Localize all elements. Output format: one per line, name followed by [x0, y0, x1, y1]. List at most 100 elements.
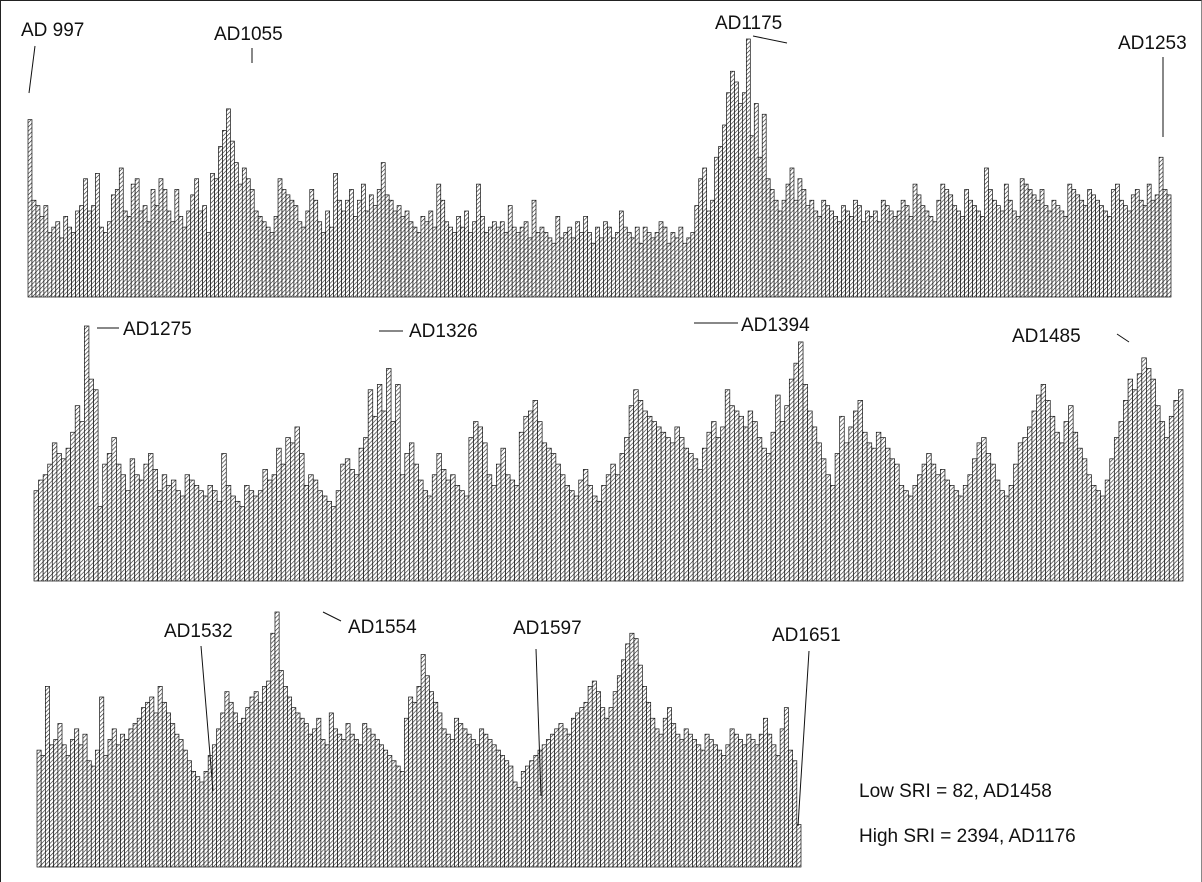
bar-top-48: [218, 146, 223, 298]
bar-top-235: [960, 216, 965, 298]
bar-middle-206: [976, 442, 982, 582]
bar-top-221: [904, 205, 910, 298]
bar-top-111: [468, 232, 473, 298]
bar-middle-229: [1081, 458, 1088, 582]
bar-top-242: [988, 189, 993, 298]
annotation-997: AD 997: [21, 20, 84, 41]
bar-bottom-105: [475, 744, 480, 868]
bar-middle-188: [894, 463, 900, 582]
bar-top-229: [936, 199, 942, 298]
bar-top-243: [992, 199, 997, 298]
bar-top-200: [821, 199, 827, 298]
bar-top-82: [353, 216, 358, 298]
bar-top-197: [809, 199, 815, 298]
bar-top-228: [932, 221, 938, 298]
bar-middle-65: [331, 506, 337, 582]
bar-bottom-109: [491, 744, 497, 868]
bar-middle-21: [129, 458, 136, 582]
bar-middle-189: [898, 485, 905, 582]
bar-middle-83: [413, 463, 419, 582]
bar-middle-41: [221, 453, 227, 582]
bar-bottom-125: [558, 723, 564, 868]
bar-middle-172: [821, 458, 827, 582]
bar-top-214: [876, 221, 882, 298]
bar-bottom-114: [512, 781, 518, 868]
bar-middle-64: [326, 500, 332, 582]
bar-top-206: [845, 210, 850, 298]
bar-bottom-72: [337, 733, 343, 868]
bar-bottom-126: [562, 728, 568, 868]
bar-top-248: [1011, 210, 1017, 298]
bar-middle-28: [161, 474, 168, 582]
bar-top-144: [599, 237, 604, 298]
bar-top-261: [1063, 216, 1069, 298]
bar-bottom-47: [232, 712, 238, 868]
bar-top-0: [27, 119, 33, 298]
bar-top-240: [980, 216, 985, 298]
bar-top-259: [1055, 205, 1061, 298]
bar-top-180: [742, 92, 747, 298]
bar-bottom-161: [708, 739, 714, 868]
bar-bottom-145: [642, 686, 647, 868]
bar-middle-211: [999, 490, 1005, 582]
leader-line-1554: [322, 611, 342, 622]
bar-bottom-6: [61, 744, 67, 868]
bar-bottom-147: [650, 717, 656, 868]
bar-bottom-3: [49, 744, 55, 868]
bar-top-207: [849, 216, 854, 298]
bar-middle-247: [1164, 437, 1170, 582]
bar-bottom-104: [470, 739, 476, 868]
bar-top-133: [555, 216, 561, 298]
bar-top-282: [1146, 183, 1152, 298]
bar-middle-231: [1091, 485, 1097, 582]
bar-bottom-152: [671, 723, 677, 868]
bar-top-113: [476, 183, 481, 298]
bar-bottom-182: [796, 824, 802, 868]
bar-top-253: [1031, 194, 1037, 298]
bar-top-80: [345, 199, 350, 298]
bar-middle-74: [372, 415, 378, 582]
bar-middle-70: [354, 474, 360, 582]
low-sri-note: Low SRI = 82, AD1458: [859, 781, 1052, 802]
bar-bottom-62: [295, 712, 301, 868]
bar-top-274: [1115, 183, 1120, 298]
bar-top-226: [924, 210, 930, 298]
bar-top-10: [67, 226, 73, 298]
bar-middle-248: [1168, 415, 1175, 582]
bar-middle-169: [807, 410, 813, 582]
bar-top-3: [39, 216, 45, 298]
bar-top-109: [460, 226, 465, 298]
bar-bottom-176: [771, 744, 777, 868]
bar-middle-160: [766, 453, 772, 582]
bar-bottom-96: [437, 712, 443, 868]
bar-middle-59: [303, 485, 310, 582]
bar-top-71: [309, 189, 315, 298]
bar-middle-52: [271, 474, 277, 582]
bar-bottom-163: [717, 749, 723, 868]
bar-middle-61: [312, 479, 319, 582]
bar-bottom-71: [333, 728, 338, 868]
bar-top-41: [190, 194, 196, 298]
bar-middle-102: [500, 447, 506, 582]
bar-bottom-26: [145, 701, 151, 868]
bar-middle-62: [317, 490, 323, 582]
leader-line-1532: [200, 645, 214, 792]
bar-top-60: [265, 226, 271, 298]
bar-top-85: [364, 210, 370, 298]
bar-middle-7: [65, 447, 71, 582]
bar-top-74: [321, 232, 327, 298]
bar-bottom-56: [270, 632, 276, 868]
bar-middle-249: [1173, 400, 1179, 582]
bar-top-263: [1071, 189, 1077, 298]
bar-top-254: [1035, 199, 1041, 298]
bar-middle-135: [651, 421, 657, 582]
bar-top-264: [1075, 194, 1081, 298]
bar-middle-69: [349, 469, 355, 582]
bar-middle-22: [134, 474, 140, 582]
bar-top-160: [662, 226, 668, 298]
bar-middle-234: [1104, 479, 1111, 582]
bar-middle-104: [509, 479, 516, 582]
bar-middle-143: [688, 453, 694, 582]
bar-top-188: [773, 199, 779, 298]
bar-top-42: [194, 178, 200, 298]
